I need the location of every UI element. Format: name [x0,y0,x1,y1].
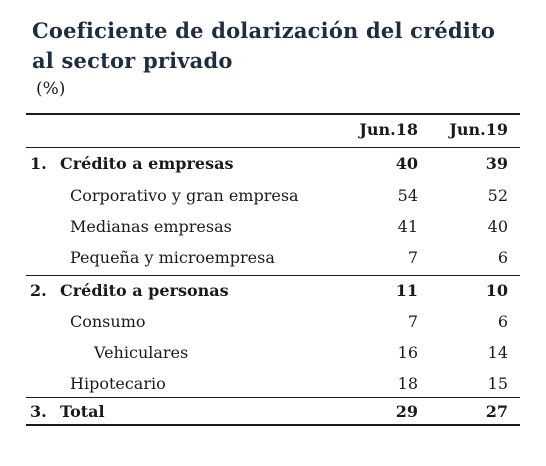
table-row: Pequeña y microempresa 7 6 [26,243,520,273]
value-jun18: 7 [407,312,418,331]
value-jun18: 40 [395,154,418,173]
bottom-rule [26,424,520,426]
total-rule [26,397,520,398]
row-label: Crédito a personas [60,281,229,300]
row-label: Consumo [70,312,146,331]
section-rule [26,275,520,276]
table-row: Hipotecario 18 15 [26,369,520,399]
table-row: 1. Crédito a empresas 40 39 [26,149,520,179]
table-row: Consumo 7 6 [26,307,520,337]
value-jun19: 15 [487,374,508,393]
value-jun18: 7 [407,248,418,267]
value-jun18: 11 [395,281,418,300]
header-row: Jun.18 Jun.19 [26,115,520,145]
column-header-jun18: Jun.18 [359,120,418,139]
value-jun19: 6 [497,312,508,331]
row-label: Pequeña y microempresa [70,248,275,267]
column-header-jun19: Jun.19 [449,120,508,139]
row-index: 2. [30,281,47,300]
top-rule [26,113,520,115]
table-title: Coeficiente de dolarización del crédito … [32,18,496,73]
value-jun18: 54 [397,186,418,205]
row-label: Crédito a empresas [60,154,234,173]
value-jun19: 10 [485,281,508,300]
row-label: Medianas empresas [70,217,232,236]
value-jun19: 14 [487,343,508,362]
row-index: 1. [30,154,47,173]
value-jun19: 27 [485,402,508,421]
value-jun18: 29 [395,402,418,421]
unit-label: (%) [36,79,66,99]
row-label: Vehiculares [94,343,189,362]
value-jun19: 52 [487,186,508,205]
value-jun19: 6 [497,248,508,267]
table-row: Medianas empresas 41 40 [26,212,520,242]
table-row: Vehiculares 16 14 [26,338,520,368]
header-rule [26,147,520,148]
value-jun19: 40 [487,217,508,236]
table-row: 2. Crédito a personas 11 10 [26,276,520,306]
row-label: Hipotecario [70,374,166,393]
table-row: Corporativo y gran empresa 54 52 [26,181,520,211]
table-row-total: 3. Total 29 27 [26,397,520,427]
value-jun19: 39 [485,154,508,173]
value-jun18: 18 [397,374,418,393]
row-label: Corporativo y gran empresa [70,186,299,205]
value-jun18: 16 [397,343,418,362]
row-index: 3. [30,402,47,421]
value-jun18: 41 [397,217,418,236]
row-label: Total [60,402,105,421]
